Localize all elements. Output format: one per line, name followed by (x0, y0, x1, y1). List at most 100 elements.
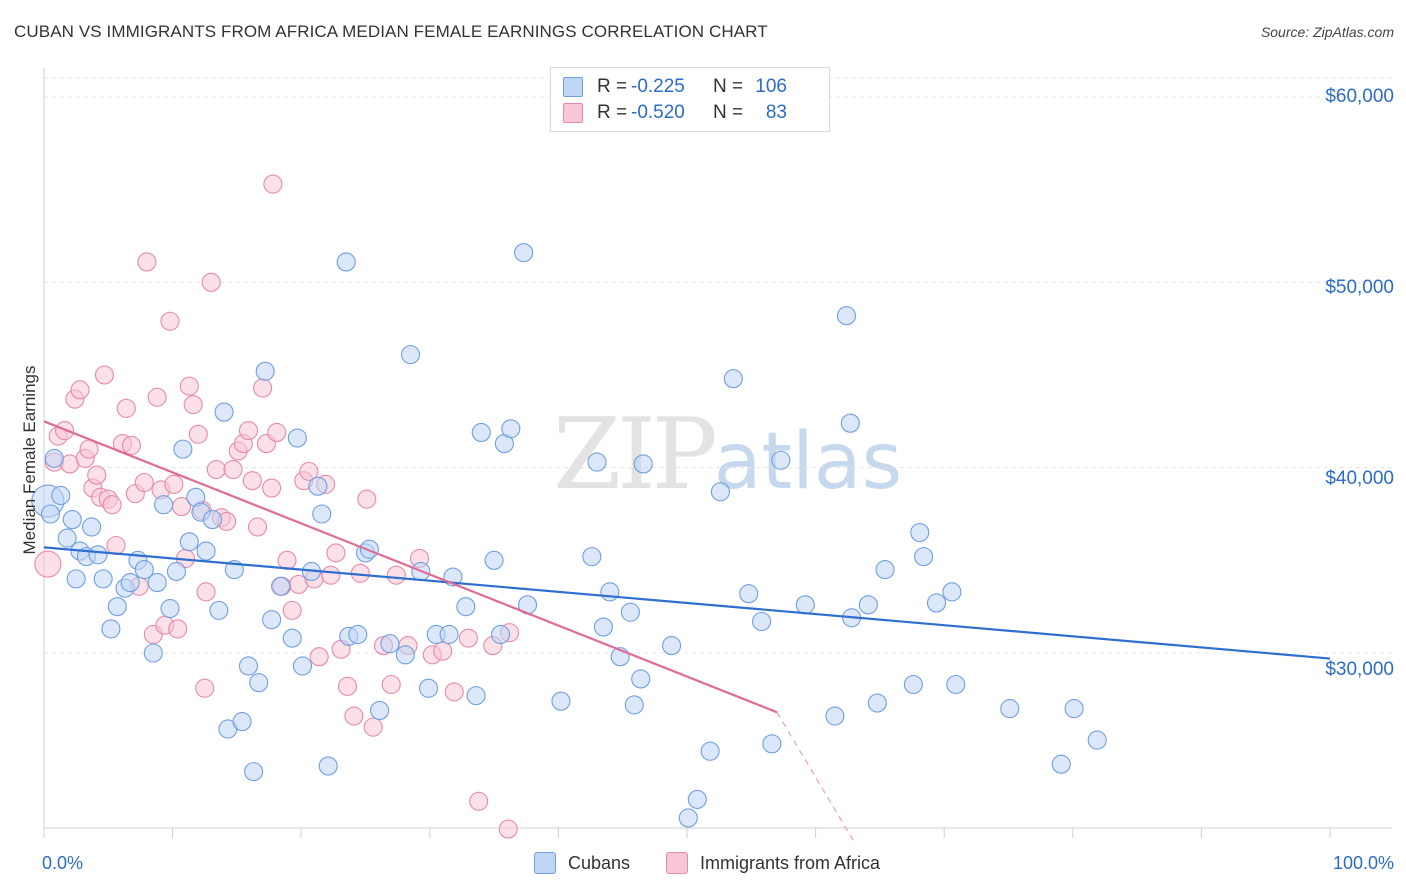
point-cubans (359, 539, 379, 559)
point-cubans (400, 345, 421, 365)
point-africa (223, 459, 243, 480)
y-tick-30000: $30,000 (1325, 659, 1394, 680)
point-cubans (134, 560, 154, 580)
point-cubans (262, 610, 282, 630)
point-cubans (244, 762, 264, 782)
point-africa (168, 619, 188, 639)
point-cubans (662, 636, 682, 656)
point-cubans (501, 419, 521, 439)
point-cubans (903, 674, 923, 695)
stats-legend: R = -0.225 N = 106 R = -0.520 N = 83 (550, 67, 830, 132)
point-cubans (173, 439, 193, 459)
point-cubans (271, 576, 291, 596)
point-cubans (395, 645, 415, 665)
point-cubans (209, 600, 229, 620)
axes (43, 68, 1392, 838)
point-africa (337, 676, 358, 696)
point-cubans (282, 628, 302, 648)
y-tick-40000: $40,000 (1325, 468, 1394, 489)
point-africa (94, 365, 114, 385)
point-cubans (593, 617, 613, 637)
point-cubans (762, 734, 782, 754)
point-africa (381, 674, 401, 695)
point-africa (242, 471, 262, 491)
point-cubans (238, 656, 259, 676)
point-africa (282, 600, 302, 620)
point-africa (106, 535, 126, 556)
point-cubans (678, 808, 698, 828)
point-cubans (490, 624, 511, 645)
point-cubans (154, 495, 174, 515)
point-cubans (57, 528, 77, 548)
point-cubans (93, 569, 113, 589)
point-cubans (858, 595, 878, 615)
point-africa (188, 424, 208, 444)
point-cubans (926, 593, 947, 613)
point-cubans (88, 545, 108, 565)
point-africa (326, 543, 346, 563)
legend-label-cubans: Cubans (568, 852, 631, 873)
point-cubans (40, 504, 60, 524)
point-cubans (308, 476, 328, 496)
point-africa (195, 678, 215, 698)
point-cubans (514, 243, 534, 263)
point-cubans (249, 673, 269, 693)
r-label: R = (597, 102, 628, 123)
point-cubans (710, 482, 730, 502)
legend-label-africa: Immigrants from Africa (700, 852, 881, 873)
watermark-zip: ZIP (553, 398, 718, 512)
point-cubans (370, 700, 390, 721)
n-value: 106 (755, 76, 787, 97)
trend-line-africa (43, 420, 778, 714)
gridlines (44, 77, 1392, 654)
point-cubans (439, 624, 459, 645)
x-tick-max: 100.0% (1332, 853, 1394, 873)
point-cubans (292, 656, 313, 676)
point-africa (263, 174, 283, 194)
point-cubans (82, 517, 102, 537)
point-africa (247, 517, 268, 537)
point-africa (201, 272, 221, 292)
point-africa (196, 582, 216, 602)
point-cubans (910, 522, 930, 543)
point-cubans (723, 369, 743, 389)
point-cubans (620, 602, 640, 622)
point-africa (498, 819, 518, 839)
point-cubans (624, 695, 644, 715)
point-cubans (739, 584, 759, 604)
trend-line-cubans (43, 546, 1331, 660)
point-cubans (196, 541, 216, 561)
point-cubans (946, 674, 966, 695)
r-label: R = (597, 76, 628, 97)
point-cubans (143, 643, 163, 663)
point-cubans (336, 252, 356, 272)
point-cubans (752, 611, 772, 632)
stats-legend-row-cubans: R = -0.225 N = 106 (563, 75, 787, 99)
africa-legend-swatch (666, 852, 688, 874)
point-africa (183, 395, 203, 415)
point-cubans (1087, 730, 1107, 750)
legend-item-africa[interactable]: Immigrants from Africa (666, 852, 880, 874)
watermark: ZIPatlas (553, 398, 902, 512)
point-cubans (771, 450, 791, 470)
legend-item-cubans[interactable]: Cubans (534, 852, 630, 874)
point-cubans (456, 597, 476, 617)
n-label: N = (713, 102, 744, 123)
point-cubans (418, 678, 439, 698)
point-africa (309, 647, 329, 667)
trend-line-africa-extension (776, 711, 855, 843)
point-africa (121, 435, 141, 455)
point-cubans (44, 448, 64, 468)
n-label: N = (713, 76, 744, 97)
stats-legend-row-africa: R = -0.520 N = 83 (563, 101, 787, 125)
point-africa (160, 311, 180, 331)
point-cubans (600, 582, 620, 602)
point-cubans (633, 454, 653, 474)
point-africa (386, 565, 406, 585)
point-cubans (147, 573, 167, 593)
point-africa (34, 550, 62, 578)
x-tick-min: 0.0% (42, 853, 84, 873)
point-cubans (914, 547, 934, 567)
point-africa (299, 461, 319, 481)
